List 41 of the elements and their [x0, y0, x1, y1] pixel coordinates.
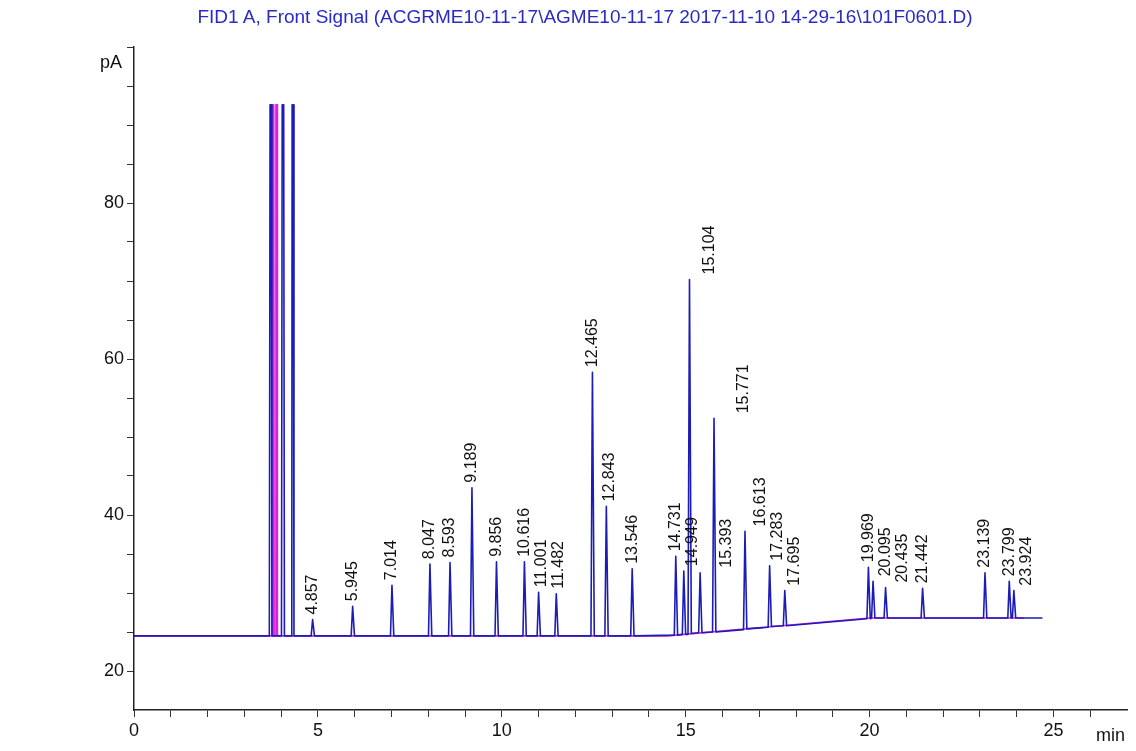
annotation: 10.616 [514, 507, 532, 557]
annotation: 15.771 [734, 364, 752, 414]
y-axis-title: pA [99, 51, 122, 72]
annotation: 15.393 [717, 518, 735, 568]
annotation: 15.104 [700, 225, 718, 275]
annotation: 17.695 [785, 536, 803, 586]
annotation: 5.945 [343, 561, 361, 602]
x-tick-label: 10 [491, 719, 512, 740]
x-tick-label: 25 [1043, 719, 1064, 740]
annotation: 11.482 [548, 540, 566, 589]
annotation: 12.465 [582, 318, 600, 368]
annotation: 20.095 [875, 527, 893, 577]
annotation: 9.189 [462, 442, 480, 483]
x-tick-label: 20 [859, 719, 880, 740]
annotation: 4.857 [303, 574, 321, 615]
annotation: 14.949 [683, 517, 701, 567]
annotation: 19.969 [858, 513, 876, 563]
x-tick-label: 15 [675, 719, 696, 740]
annotation: 23.139 [975, 518, 993, 568]
annotation: 23.924 [1016, 536, 1034, 586]
annotation: 21.442 [913, 534, 930, 584]
x-tick-label: 5 [312, 719, 323, 740]
annotation: 12.843 [599, 452, 617, 502]
annotation: 9.856 [486, 516, 504, 557]
annotation: 11.001 [531, 539, 549, 588]
annotation: 8.593 [440, 517, 458, 558]
annotation: 8.047 [420, 519, 438, 560]
y-tick-label: 20 [103, 659, 124, 680]
y-tick-label: 60 [103, 347, 124, 368]
y-tick-label: 40 [103, 503, 124, 524]
annotation: 23.799 [999, 527, 1017, 577]
annotation: 17.283 [768, 511, 786, 561]
annotation: 13.546 [622, 514, 640, 564]
annotation: 7.014 [382, 540, 400, 581]
annotation: 16.613 [751, 477, 769, 527]
x-axis-title: min [1095, 724, 1125, 745]
y-tick-label: 80 [103, 191, 124, 212]
chart-title: FID1 A, Front Signal (ACGRME10-11-17\AGME10-11-17 2017-11-10 14-29-16\101F0601.D) [197, 6, 973, 28]
x-tick-label: 0 [128, 719, 140, 740]
annotation: 14.731 [666, 502, 684, 552]
annotation: 20.435 [892, 533, 910, 583]
